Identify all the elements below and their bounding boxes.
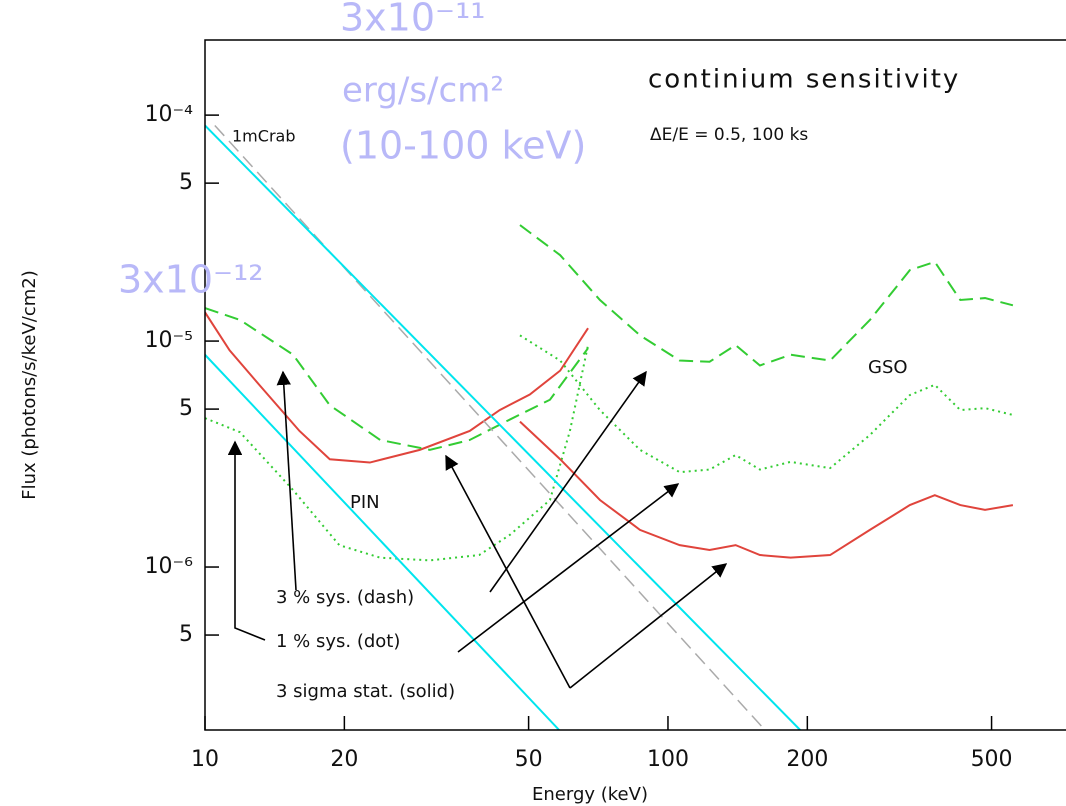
y-tick-label: 10⁻⁴ xyxy=(145,102,194,127)
arrow xyxy=(569,563,728,689)
highlight: 3x10⁻¹¹ xyxy=(340,0,486,40)
x-tick-label: 50 xyxy=(515,747,543,772)
annotation: 1 % sys. (dot) xyxy=(276,631,400,652)
x-tick-label: 200 xyxy=(786,747,828,772)
ticks: 10 20 50 100 200 500 10⁻⁴ 5 10⁻⁵ 5 10⁻⁶ 5 xyxy=(145,102,1013,772)
highlight: erg/s/cm² xyxy=(342,71,504,111)
annotation: PIN xyxy=(350,492,380,513)
y-tick-label: 10⁻⁶ xyxy=(145,554,194,579)
highlight: (10-100 keV) xyxy=(340,124,586,168)
arrows xyxy=(227,370,728,689)
highlight: 3x10⁻¹² xyxy=(118,258,264,302)
series-line xyxy=(205,344,590,562)
series-line xyxy=(519,420,1014,559)
chart-title: continium sensitivity xyxy=(648,65,960,95)
series-line xyxy=(205,124,801,730)
axis-frame xyxy=(204,39,1066,731)
arrow xyxy=(489,370,647,593)
series-line xyxy=(205,311,589,464)
y-tick-label: 5 xyxy=(179,396,193,421)
subtitle: ΔE/E = 0.5, 100 ks xyxy=(650,125,808,145)
y-axis-label: Flux (photons/s/keV/cm2) xyxy=(19,270,40,500)
series-line xyxy=(205,307,589,451)
x-tick-label: 500 xyxy=(971,747,1013,772)
x-tick-label: 10 xyxy=(191,747,219,772)
series-line xyxy=(205,354,560,730)
y-tick-label: 10⁻⁵ xyxy=(145,328,193,353)
arrow xyxy=(227,440,266,641)
annotation: 3 % sys. (dash) xyxy=(276,587,414,608)
annotation: GSO xyxy=(868,357,908,378)
arrow xyxy=(457,483,680,653)
y-tick-label: 5 xyxy=(179,170,193,195)
x-tick-label: 20 xyxy=(330,747,358,772)
annotation: 3 sigma stat. (solid) xyxy=(276,681,455,702)
arrow xyxy=(445,454,571,689)
series-line xyxy=(519,334,1014,474)
plot-area xyxy=(205,124,1014,730)
annotation: 1mCrab xyxy=(232,127,295,146)
x-tick-label: 100 xyxy=(647,747,689,772)
arrow xyxy=(276,370,297,591)
y-tick-label: 5 xyxy=(179,622,193,647)
x-axis-label: Energy (keV) xyxy=(532,784,648,805)
series-line xyxy=(519,224,1014,367)
series-line xyxy=(214,124,766,730)
